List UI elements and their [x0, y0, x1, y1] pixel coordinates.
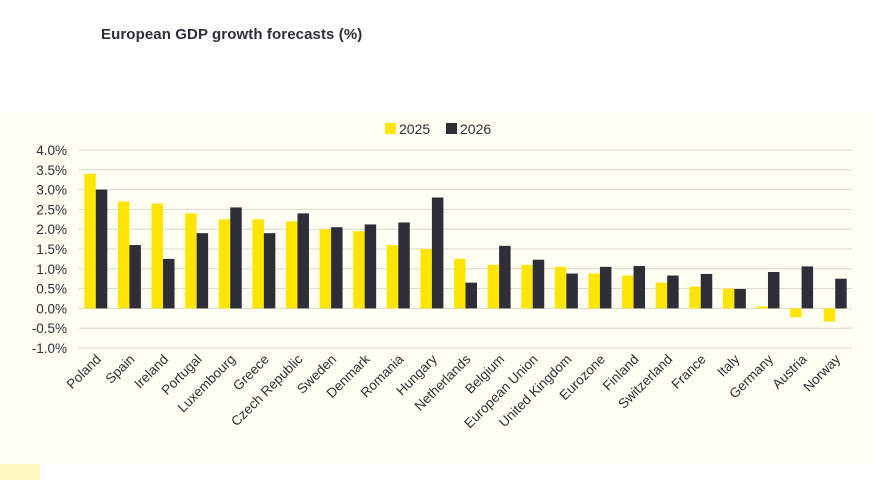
bar-2025-sweden: [319, 229, 332, 309]
legend-label-2025: 2025: [399, 121, 430, 137]
bar-2025-switzerland: [655, 282, 668, 309]
y-tick-label: -1.0%: [32, 341, 67, 356]
legend: 2025 2026: [385, 121, 491, 137]
y-tick-label: 3.0%: [36, 183, 67, 198]
category-label: Norway: [800, 351, 843, 394]
y-tick-label: 1.5%: [36, 242, 67, 257]
y-tick-label: 2.0%: [36, 222, 67, 237]
bar-2025-netherlands: [454, 258, 466, 309]
bar-2025-czech-republic: [285, 221, 298, 309]
bar-2026-romania: [398, 222, 410, 309]
category-label: Italy: [714, 351, 742, 379]
y-tick-label: 0.5%: [36, 282, 67, 297]
bars: [84, 173, 847, 322]
bar-2026-austria: [801, 266, 814, 309]
bar-2026-belgium: [499, 245, 511, 309]
bar-2026-norway: [835, 278, 847, 309]
bar-2026-germany: [767, 271, 780, 309]
y-tick-label: 1.0%: [36, 262, 67, 277]
bar-2025-greece: [252, 219, 264, 309]
bar-2026-sweden: [331, 227, 343, 309]
bar-2025-denmark: [353, 231, 365, 309]
bar-2026-portugal: [196, 233, 209, 309]
bar-2025-united-kingdom: [554, 266, 567, 309]
bar-2026-spain: [129, 245, 141, 309]
bar-2026-united-kingdom: [566, 273, 578, 309]
y-tick-label: 3.5%: [36, 163, 67, 178]
bar-2026-eurozone: [599, 266, 612, 309]
bar-2026-european-union: [532, 259, 545, 309]
y-tick-label: 0.0%: [36, 301, 67, 316]
bar-2026-italy: [734, 289, 746, 309]
legend-swatch-2026: [446, 123, 457, 134]
category-label: France: [669, 352, 709, 392]
y-tick-label: 4.0%: [36, 143, 67, 158]
bar-2025-luxembourg: [218, 219, 231, 309]
bar-2025-spain: [117, 201, 130, 309]
bar-2025-eurozone: [588, 273, 600, 309]
bar-2026-switzerland: [667, 275, 679, 309]
bar-2025-hungary: [420, 249, 432, 309]
bar-2026-greece: [263, 233, 276, 309]
bar-2025-norway: [823, 308, 836, 322]
x-axis-categories: PolandSpainIrelandPortugalLuxembourgGree…: [64, 351, 844, 431]
bar-2025-european-union: [521, 264, 533, 309]
bar-2025-ireland: [151, 203, 164, 309]
bar-2026-czech-republic: [297, 213, 309, 309]
bar-2025-portugal: [185, 213, 197, 309]
category-label: Poland: [64, 352, 104, 392]
bar-2025-austria: [790, 308, 802, 318]
bar-2026-ireland: [163, 258, 175, 309]
y-tick-label: -0.5%: [32, 321, 67, 336]
bar-2026-france: [700, 273, 713, 309]
legend-label-2026: 2026: [460, 121, 491, 137]
chart-title: European GDP growth forecasts (%): [101, 26, 363, 43]
bar-2026-netherlands: [465, 282, 477, 309]
bar-2026-finland: [633, 266, 646, 309]
bar-2026-denmark: [364, 224, 377, 309]
legend-swatch-2025: [385, 123, 396, 134]
bar-2025-germany: [756, 306, 768, 309]
bar-2025-romania: [386, 245, 399, 309]
bar-2025-france: [689, 286, 701, 309]
decorative-corner-block: [0, 464, 40, 480]
y-tick-label: 2.5%: [36, 202, 67, 217]
bar-2025-finland: [622, 275, 634, 309]
y-axis-ticks: 4.0% 3.5% 3.0% 2.5% 2.0% 1.5% 1.0% 0.5% 0.0% -0.5…: [32, 143, 67, 356]
bar-2025-poland: [84, 173, 96, 309]
bar-2026-hungary: [431, 197, 444, 309]
bar-2026-poland: [95, 189, 108, 309]
bar-2026-luxembourg: [230, 207, 242, 309]
bar-2025-italy: [722, 288, 735, 309]
bar-2025-belgium: [487, 264, 500, 309]
